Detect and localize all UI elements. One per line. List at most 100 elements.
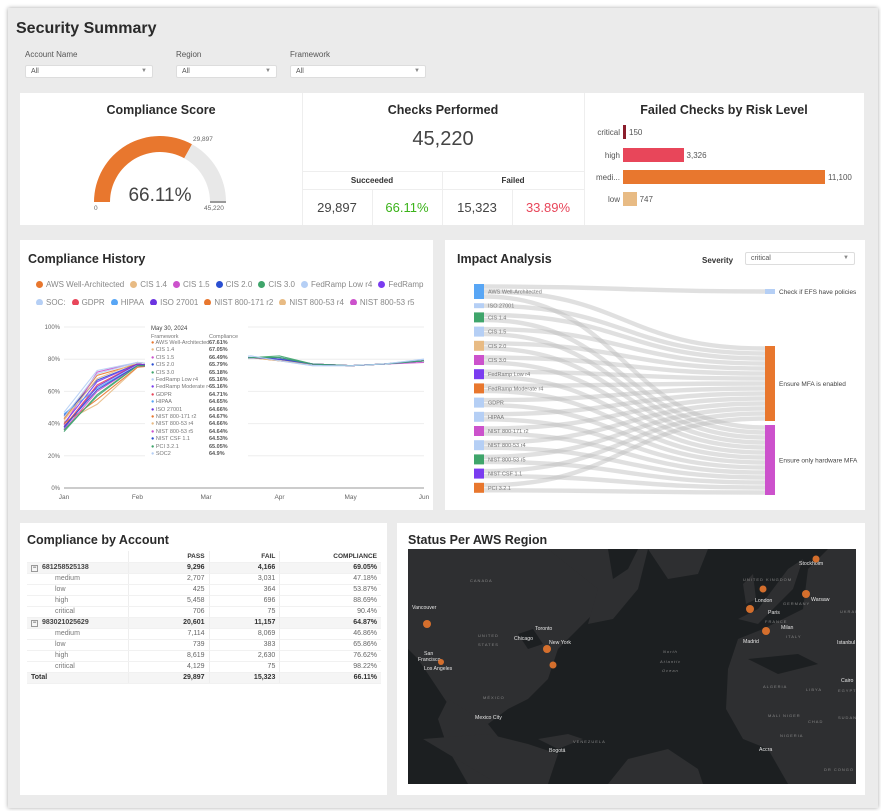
sankey-link[interactable] <box>483 391 766 417</box>
risk-bar[interactable] <box>623 125 626 139</box>
sankey-link[interactable] <box>483 401 766 445</box>
sankey-link[interactable] <box>483 289 766 351</box>
risk-bar[interactable] <box>623 148 684 162</box>
sankey-link[interactable] <box>483 312 766 361</box>
sankey-source-node[interactable] <box>474 411 484 422</box>
sankey-link[interactable] <box>483 406 766 460</box>
region-marker[interactable] <box>812 555 820 563</box>
region-marker[interactable] <box>802 590 810 598</box>
sankey-source-node[interactable] <box>474 369 484 380</box>
sankey-link[interactable] <box>483 374 766 455</box>
region-map[interactable]: CANADA UNITED STATES MÉXICO Vancouver SanFran… <box>408 549 856 784</box>
region-marker[interactable] <box>549 661 557 669</box>
sankey-link[interactable] <box>483 294 766 430</box>
sankey-link[interactable] <box>483 346 766 445</box>
sankey-link[interactable] <box>483 402 766 465</box>
legend-item[interactable]: CIS 1.5 <box>172 280 210 289</box>
checks-title: Checks Performed <box>387 103 499 117</box>
legend-item[interactable]: CIS 2.0 <box>215 280 252 289</box>
sankey-target-node[interactable] <box>765 289 775 294</box>
collapse-icon[interactable]: − <box>31 564 38 572</box>
risk-bar[interactable] <box>623 192 637 206</box>
sankey-link[interactable] <box>483 396 766 431</box>
sankey-target-node[interactable] <box>765 346 775 421</box>
sankey-source-node[interactable] <box>474 326 484 337</box>
sankey-source-node[interactable] <box>474 312 484 323</box>
sankey-source-node[interactable] <box>474 340 484 351</box>
sankey-link[interactable] <box>483 416 766 488</box>
sankey-link[interactable] <box>483 488 766 495</box>
legend-item[interactable]: NIST 800-53 r4 <box>279 298 344 305</box>
sankey-source-node[interactable] <box>474 482 484 493</box>
sankey-link[interactable] <box>483 360 766 450</box>
sankey-link[interactable] <box>483 445 766 480</box>
legend-dot-icon <box>150 299 158 305</box>
legend-item[interactable]: CIS 3.0 <box>258 280 295 289</box>
legend-item[interactable]: FedRamp <box>378 280 423 289</box>
tooltip-date: May 30, 2024 <box>151 326 188 332</box>
sankey-source-node[interactable] <box>474 355 484 365</box>
sankey-source-node[interactable] <box>474 440 484 451</box>
sankey-source-node[interactable] <box>474 303 484 309</box>
sankey-link[interactable] <box>483 417 766 470</box>
region-marker[interactable] <box>423 620 431 628</box>
severity-select[interactable]: critical ▼ <box>745 252 855 265</box>
region-marker[interactable] <box>543 645 551 653</box>
sankey-source-node[interactable] <box>474 454 484 465</box>
impact-analysis-panel <box>445 240 865 510</box>
tooltip-row: ● NIST CSF 1.1 64.53% <box>151 436 228 443</box>
legend-item[interactable]: CIS 1.4 <box>130 280 167 289</box>
region-map-title: Status Per AWS Region <box>408 533 548 547</box>
failed-label: Failed <box>501 176 525 185</box>
tooltip-row: ● AWS Well-Architected 67.61% <box>151 340 228 346</box>
x-tick-label: Jun <box>419 494 430 501</box>
legend-item[interactable]: NIST 800-53 r5 <box>349 298 414 305</box>
region-marker[interactable] <box>759 585 767 593</box>
sankey-link[interactable] <box>483 388 766 460</box>
region-marker[interactable] <box>438 659 444 665</box>
sankey-link[interactable] <box>483 386 766 403</box>
sankey-link[interactable] <box>483 473 766 490</box>
sankey-link[interactable] <box>483 355 766 376</box>
filter-select[interactable]: All ▼ <box>25 65 153 78</box>
sankey-link[interactable] <box>483 331 766 440</box>
tooltip-row: ● SOC2 64.9% <box>151 451 225 458</box>
filter-select[interactable]: All ▼ <box>290 65 426 78</box>
legend-item[interactable]: ISO 27001 <box>150 298 198 305</box>
region-marker[interactable] <box>762 627 770 635</box>
series-line[interactable] <box>63 355 425 418</box>
column-header[interactable]: COMPLIANCE <box>279 551 381 563</box>
region-marker[interactable] <box>746 605 754 613</box>
column-header[interactable]: PASS <box>127 551 210 563</box>
sankey-link[interactable] <box>483 381 766 389</box>
legend-item[interactable]: FedRamp Low r4 <box>301 280 372 289</box>
sankey-link[interactable] <box>483 459 766 485</box>
landmass <box>423 734 558 784</box>
sankey-source-node[interactable] <box>474 397 484 408</box>
sankey-link[interactable] <box>483 317 766 435</box>
sankey-link[interactable] <box>483 326 766 366</box>
collapse-icon[interactable]: − <box>31 619 38 627</box>
sankey-link[interactable] <box>483 369 766 381</box>
sankey-source-node[interactable] <box>474 383 484 394</box>
sankey-link[interactable] <box>483 431 766 475</box>
sankey-link[interactable] <box>483 284 766 294</box>
sankey-link[interactable] <box>483 341 766 371</box>
tooltip-value: 67.05% <box>209 347 228 354</box>
legend-item[interactable]: NIST 800-171 r2 <box>204 298 273 305</box>
sankey-source-node[interactable] <box>474 426 484 436</box>
legend-item[interactable]: GDPR <box>71 298 105 305</box>
legend-item[interactable]: HIPAA <box>110 298 144 305</box>
legend-item[interactable]: AWS Well-Architected <box>36 280 124 289</box>
compliance-cell: 47.18% <box>279 573 381 585</box>
sankey-target-node[interactable] <box>765 425 775 495</box>
risk-bar[interactable] <box>623 170 825 184</box>
x-tick-label: Feb <box>132 494 144 501</box>
column-header[interactable]: FAIL <box>208 551 280 563</box>
filter-select[interactable]: All ▼ <box>176 65 277 78</box>
legend-item[interactable]: SOC: <box>36 298 66 305</box>
sankey-source-node[interactable] <box>474 284 484 299</box>
sankey-link[interactable] <box>483 303 766 356</box>
sankey-source-node[interactable] <box>474 468 484 479</box>
sankey-link[interactable] <box>483 411 766 474</box>
